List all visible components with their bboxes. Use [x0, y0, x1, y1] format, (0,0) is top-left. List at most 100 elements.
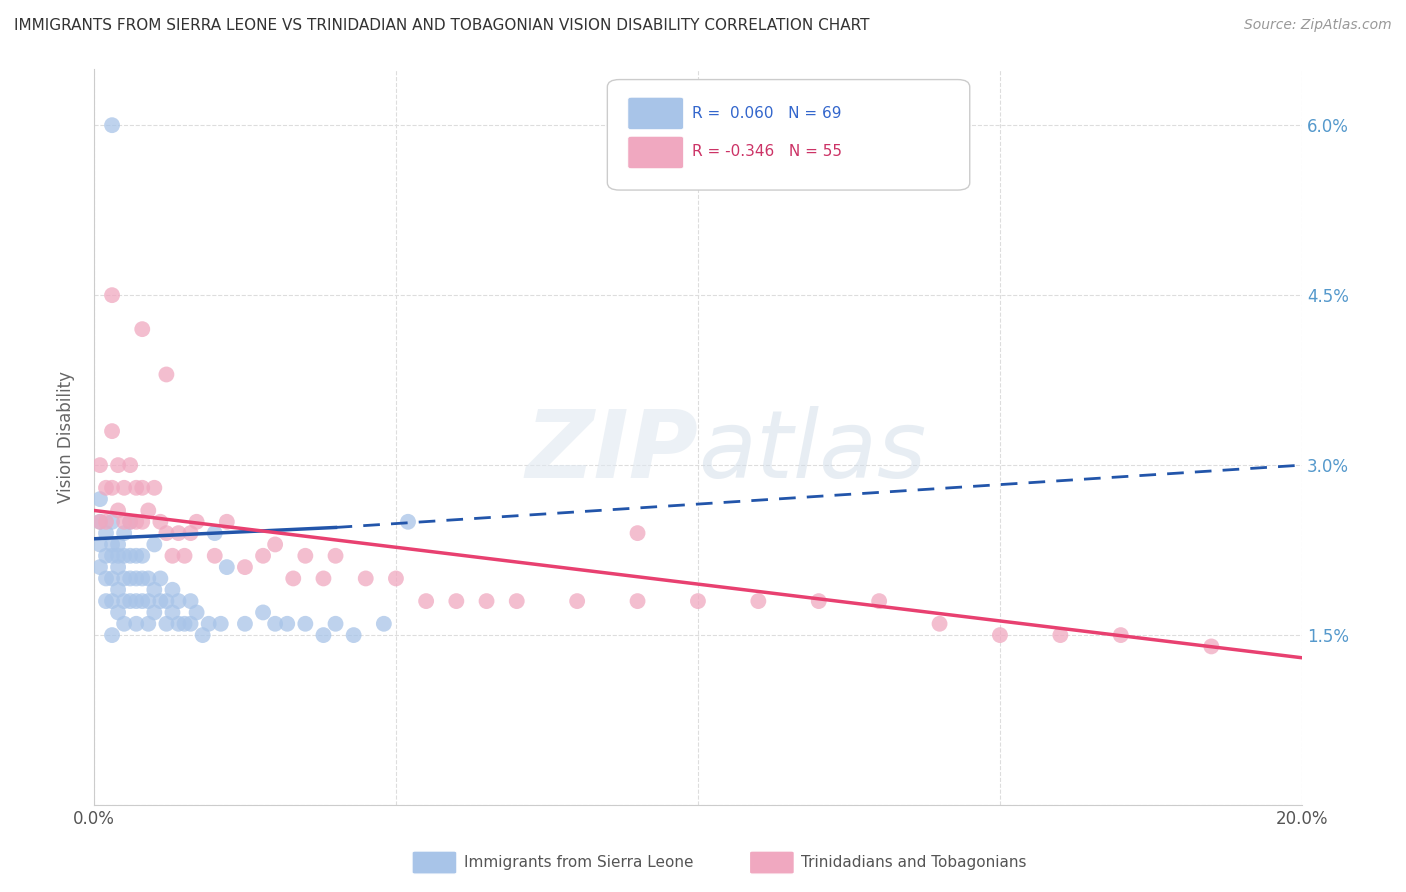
Point	[343, 628, 366, 642]
Point	[928, 616, 950, 631]
Text: R = -0.346   N = 55: R = -0.346 N = 55	[692, 145, 842, 160]
Point	[101, 288, 124, 302]
Point	[101, 594, 124, 608]
Point	[415, 594, 437, 608]
Point	[131, 322, 153, 336]
Point	[312, 628, 335, 642]
Text: IMMIGRANTS FROM SIERRA LEONE VS TRINIDADIAN AND TOBAGONIAN VISION DISABILITY COR: IMMIGRANTS FROM SIERRA LEONE VS TRINIDAD…	[14, 18, 869, 33]
Point	[125, 549, 148, 563]
Point	[294, 549, 316, 563]
Point	[125, 515, 148, 529]
Point	[112, 616, 135, 631]
Point	[136, 616, 159, 631]
Point	[162, 606, 184, 620]
Point	[565, 594, 588, 608]
Point	[807, 594, 830, 608]
Point	[101, 628, 124, 642]
Point	[204, 526, 226, 541]
Point	[747, 594, 769, 608]
Point	[167, 594, 190, 608]
Point	[354, 571, 377, 585]
Point	[101, 537, 124, 551]
Point	[186, 606, 208, 620]
Point	[107, 606, 129, 620]
Point	[125, 571, 148, 585]
Point	[252, 606, 274, 620]
FancyBboxPatch shape	[628, 136, 683, 169]
Point	[101, 549, 124, 563]
Point	[112, 515, 135, 529]
Point	[173, 616, 195, 631]
Point	[107, 458, 129, 472]
Point	[180, 526, 202, 541]
Point	[89, 515, 111, 529]
Point	[446, 594, 468, 608]
Point	[373, 616, 395, 631]
Point	[94, 594, 117, 608]
Y-axis label: Vision Disability: Vision Disability	[58, 371, 75, 503]
Point	[475, 594, 498, 608]
Point	[396, 515, 419, 529]
Point	[191, 628, 214, 642]
Point	[125, 481, 148, 495]
Point	[155, 526, 177, 541]
Point	[131, 481, 153, 495]
Point	[131, 594, 153, 608]
Point	[120, 594, 142, 608]
Point	[112, 526, 135, 541]
Point	[215, 560, 238, 574]
Point	[264, 616, 287, 631]
Point	[209, 616, 232, 631]
Point	[94, 549, 117, 563]
Point	[626, 526, 648, 541]
Point	[131, 549, 153, 563]
Point	[101, 118, 124, 132]
Point	[155, 616, 177, 631]
Text: atlas: atlas	[697, 406, 927, 497]
Point	[136, 571, 159, 585]
Text: Immigrants from Sierra Leone: Immigrants from Sierra Leone	[464, 855, 693, 870]
Text: R =  0.060   N = 69: R = 0.060 N = 69	[692, 106, 841, 121]
Point	[89, 537, 111, 551]
Point	[143, 582, 166, 597]
Point	[686, 594, 709, 608]
Point	[89, 515, 111, 529]
Point	[167, 616, 190, 631]
Point	[107, 549, 129, 563]
Point	[143, 606, 166, 620]
Point	[312, 571, 335, 585]
Point	[101, 424, 124, 438]
Point	[180, 594, 202, 608]
Point	[94, 481, 117, 495]
Point	[162, 582, 184, 597]
Point	[276, 616, 298, 631]
Point	[204, 549, 226, 563]
Point	[112, 571, 135, 585]
Point	[143, 537, 166, 551]
Point	[385, 571, 408, 585]
Text: ZIP: ZIP	[524, 406, 697, 498]
Point	[120, 515, 142, 529]
Point	[136, 594, 159, 608]
Point	[294, 616, 316, 631]
Point	[143, 481, 166, 495]
Point	[197, 616, 219, 631]
Point	[186, 515, 208, 529]
Point	[1049, 628, 1071, 642]
Point	[325, 616, 347, 631]
Point	[94, 571, 117, 585]
Text: Source: ZipAtlas.com: Source: ZipAtlas.com	[1244, 18, 1392, 32]
Point	[283, 571, 305, 585]
Point	[101, 571, 124, 585]
Point	[120, 458, 142, 472]
Text: Trinidadians and Tobagonians: Trinidadians and Tobagonians	[801, 855, 1026, 870]
Point	[112, 549, 135, 563]
Point	[112, 594, 135, 608]
Point	[167, 526, 190, 541]
Point	[988, 628, 1011, 642]
Point	[149, 571, 172, 585]
Point	[89, 560, 111, 574]
Point	[107, 560, 129, 574]
Point	[120, 515, 142, 529]
Point	[233, 616, 256, 631]
